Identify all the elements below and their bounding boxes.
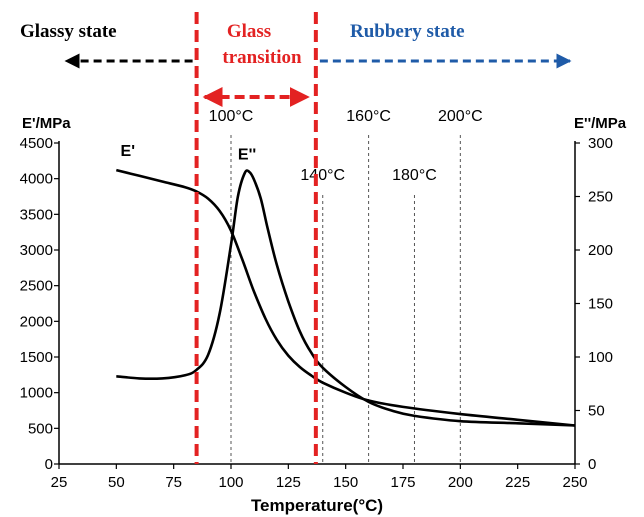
y-right-tick-label: 100 — [588, 349, 613, 366]
y-left-axis-title: E'/MPa — [22, 115, 71, 132]
y-left-tick-label: 1000 — [20, 385, 53, 402]
series: E' E'' — [115, 143, 576, 427]
region-annotations: Glassy state Glass transition Rubbery st… — [20, 21, 465, 68]
y-right-tick-label: 200 — [588, 242, 613, 259]
axes: E'/MPa E''/MPa Temperature(°C) 25 50 75 100… — [20, 115, 627, 515]
x-tick-label: 25 — [51, 474, 68, 491]
y-left-tick-label: 2000 — [20, 313, 53, 330]
x-axis-title: Temperature(°C) — [251, 496, 383, 515]
x-tick-label: 250 — [562, 474, 587, 491]
temperature-marker-label: 140°C — [300, 167, 345, 184]
y-right-tick-label: 0 — [588, 456, 596, 473]
y-left-tick-label: 3500 — [20, 206, 53, 223]
x-tick-label: 75 — [165, 474, 182, 491]
x-tick-label: 150 — [333, 474, 358, 491]
y-right-tick-label: 250 — [588, 189, 613, 206]
curve-label: E'' — [238, 146, 256, 163]
y-left-tick-label: 2500 — [20, 278, 53, 295]
y-left-tick-label: 500 — [28, 420, 53, 437]
y-right-tick-label: 300 — [588, 135, 613, 152]
y-left-tick-label: 4000 — [20, 171, 53, 188]
y-left-tick-label: 3000 — [20, 242, 53, 259]
glass-transition-label-line1: Glass — [227, 21, 271, 42]
x-tick-label: 125 — [276, 474, 301, 491]
x-tick-label: 50 — [108, 474, 125, 491]
loss-modulus-line — [116, 169, 576, 427]
temperature-markers: 100°C 140°C 160°C 180°C 200°C — [209, 108, 483, 464]
y-right-tick-label: 50 — [588, 403, 605, 420]
temperature-marker-label: 200°C — [438, 108, 483, 125]
y-left-tick-label: 4500 — [20, 135, 53, 152]
x-tick-label: 100 — [218, 474, 243, 491]
y-right-tick-label: 150 — [588, 296, 613, 313]
y-right-axis-title: E''/MPa — [574, 115, 627, 132]
temperature-marker-label: 180°C — [392, 167, 437, 184]
storage-modulus-line — [115, 168, 576, 427]
temperature-marker-label: 100°C — [209, 108, 254, 125]
glass-transition-label-line2: transition — [222, 47, 302, 68]
y-left-tick-label: 1500 — [20, 349, 53, 366]
transition-bounds — [194, 12, 318, 464]
curve-label: E' — [121, 143, 135, 160]
x-tick-label: 200 — [448, 474, 473, 491]
x-tick-label: 175 — [390, 474, 415, 491]
glassy-state-label: Glassy state — [20, 21, 117, 42]
temperature-marker-label: 160°C — [346, 108, 391, 125]
y-left-tick-label: 0 — [45, 456, 53, 473]
rubbery-state-label: Rubbery state — [350, 21, 465, 42]
region-arrows — [64, 53, 572, 107]
x-tick-label: 225 — [505, 474, 530, 491]
